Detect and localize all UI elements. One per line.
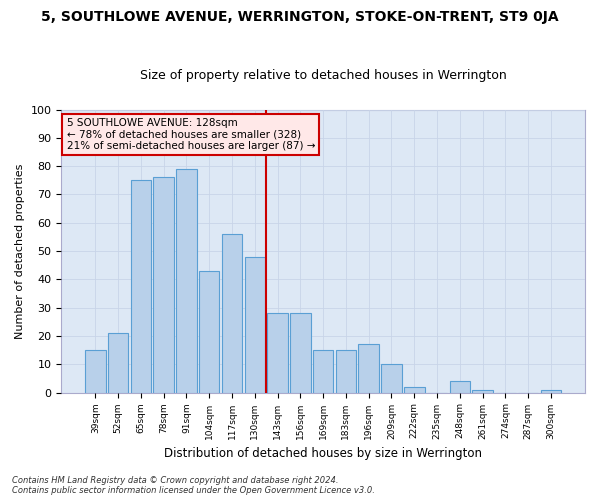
Y-axis label: Number of detached properties: Number of detached properties xyxy=(15,164,25,339)
Bar xyxy=(176,169,197,392)
Bar xyxy=(472,390,493,392)
Bar xyxy=(85,350,106,393)
Bar xyxy=(404,387,425,392)
Title: Size of property relative to detached houses in Werrington: Size of property relative to detached ho… xyxy=(140,69,506,82)
Bar xyxy=(335,350,356,393)
Bar xyxy=(381,364,402,392)
Bar xyxy=(541,390,561,392)
Text: 5, SOUTHLOWE AVENUE, WERRINGTON, STOKE-ON-TRENT, ST9 0JA: 5, SOUTHLOWE AVENUE, WERRINGTON, STOKE-O… xyxy=(41,10,559,24)
X-axis label: Distribution of detached houses by size in Werrington: Distribution of detached houses by size … xyxy=(164,447,482,460)
Bar xyxy=(358,344,379,393)
Text: 5 SOUTHLOWE AVENUE: 128sqm
← 78% of detached houses are smaller (328)
21% of sem: 5 SOUTHLOWE AVENUE: 128sqm ← 78% of deta… xyxy=(67,118,315,151)
Bar xyxy=(245,256,265,392)
Bar xyxy=(313,350,334,393)
Text: Contains HM Land Registry data © Crown copyright and database right 2024.
Contai: Contains HM Land Registry data © Crown c… xyxy=(12,476,375,495)
Bar xyxy=(449,381,470,392)
Bar xyxy=(108,333,128,392)
Bar xyxy=(154,178,174,392)
Bar xyxy=(131,180,151,392)
Bar xyxy=(290,314,311,392)
Bar xyxy=(222,234,242,392)
Bar xyxy=(268,314,288,392)
Bar xyxy=(199,271,220,392)
